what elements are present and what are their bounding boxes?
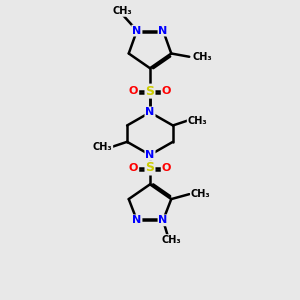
Text: CH₃: CH₃ xyxy=(112,6,132,16)
Text: O: O xyxy=(162,86,171,96)
Text: CH₃: CH₃ xyxy=(191,189,211,199)
Text: N: N xyxy=(158,26,168,36)
Text: CH₃: CH₃ xyxy=(93,142,112,152)
Text: N: N xyxy=(146,107,154,117)
Text: O: O xyxy=(129,163,138,173)
Text: CH₃: CH₃ xyxy=(193,52,212,62)
Text: N: N xyxy=(132,26,142,36)
Text: N: N xyxy=(146,150,154,160)
Text: N: N xyxy=(158,215,168,225)
Text: N: N xyxy=(132,215,142,225)
Text: O: O xyxy=(129,86,138,96)
Text: CH₃: CH₃ xyxy=(161,235,181,245)
Text: S: S xyxy=(146,161,154,175)
Text: CH₃: CH₃ xyxy=(188,116,207,126)
Text: O: O xyxy=(162,163,171,173)
Text: S: S xyxy=(146,85,154,98)
